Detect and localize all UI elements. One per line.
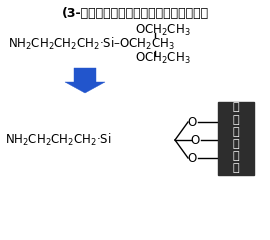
FancyBboxPatch shape bbox=[218, 102, 254, 175]
Text: NH$_2$CH$_2$CH$_2$CH$_2$·Si–OCH$_2$CH$_3$: NH$_2$CH$_2$CH$_2$CH$_2$·Si–OCH$_2$CH$_3… bbox=[8, 36, 175, 52]
Text: 表: 表 bbox=[233, 151, 239, 161]
Text: O: O bbox=[190, 133, 200, 146]
Text: OCH$_2$CH$_3$: OCH$_2$CH$_3$ bbox=[135, 50, 191, 66]
Text: ト: ト bbox=[233, 139, 239, 149]
Text: ン: ン bbox=[233, 127, 239, 137]
Text: NH$_2$CH$_2$CH$_2$CH$_2$·Si: NH$_2$CH$_2$CH$_2$CH$_2$·Si bbox=[5, 132, 112, 148]
Text: 面: 面 bbox=[233, 163, 239, 173]
Text: ス: ス bbox=[233, 102, 239, 113]
Text: O: O bbox=[187, 151, 197, 164]
Text: O: O bbox=[187, 115, 197, 128]
Text: テ: テ bbox=[233, 115, 239, 125]
Text: (3-アミノプロピル）トリエトキシシラン: (3-アミノプロピル）トリエトキシシラン bbox=[62, 7, 208, 20]
Text: OCH$_2$CH$_3$: OCH$_2$CH$_3$ bbox=[135, 23, 191, 37]
Polygon shape bbox=[65, 68, 105, 93]
